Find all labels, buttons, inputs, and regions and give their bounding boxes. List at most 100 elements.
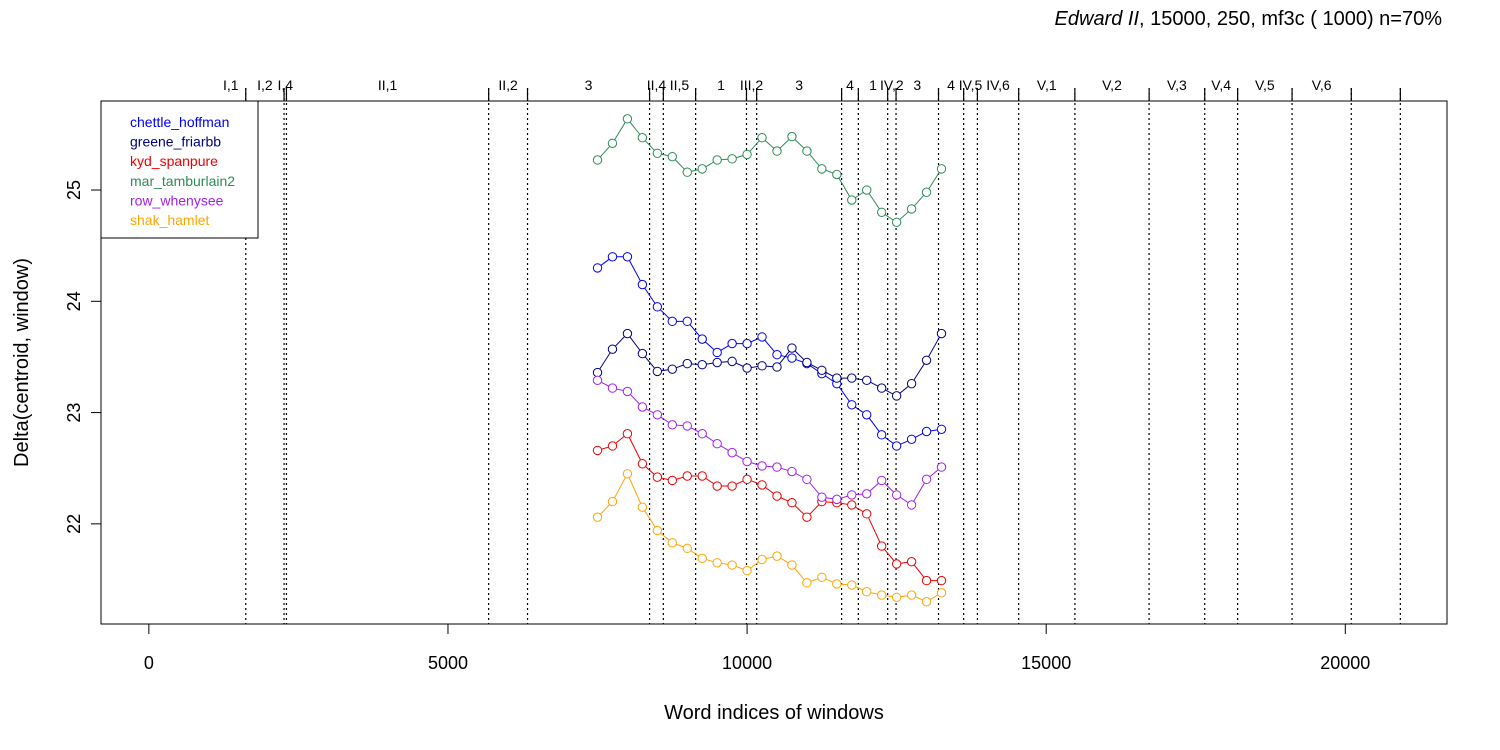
- data-point: [891, 441, 902, 451]
- data-point: [862, 185, 872, 195]
- data-point: [682, 543, 692, 554]
- data-point: [876, 430, 887, 440]
- data-point: [622, 429, 633, 439]
- title-play-name: Edward II: [1054, 8, 1140, 30]
- data-point: [607, 383, 618, 393]
- scene-label: I,2: [257, 77, 273, 93]
- data-point: [936, 575, 947, 586]
- series-line: [597, 472, 942, 603]
- data-point: [607, 441, 618, 451]
- data-point: [592, 512, 603, 522]
- data-point: [757, 554, 767, 565]
- legend-entry: row_whenysee: [130, 192, 224, 208]
- data-point: [592, 263, 603, 273]
- data-point: [817, 164, 827, 174]
- data-point: [921, 426, 932, 437]
- data-point: [906, 378, 917, 389]
- series-mar_tamburlain2: [592, 114, 947, 227]
- data-point: [727, 481, 737, 491]
- data-point: [622, 469, 633, 479]
- data-point: [802, 512, 812, 522]
- scene-boundaries: [245, 88, 1401, 624]
- data-point: [787, 498, 797, 508]
- data-point: [757, 461, 767, 471]
- data-point: [921, 187, 932, 197]
- scene-label: IV,2: [880, 77, 904, 93]
- scene-label: II,4: [647, 77, 667, 93]
- data-point: [682, 471, 692, 481]
- scene-labels: I,1 I,2 I,4 II,1 II,2 3 II,4 II,5 1 III,2 3 4 1 IV,2 3…: [223, 77, 1332, 93]
- x-tick-label: 0: [144, 653, 154, 673]
- data-point: [921, 474, 932, 485]
- x-tick-label: 5000: [428, 653, 468, 673]
- data-point: [667, 151, 678, 162]
- data-point: [712, 357, 722, 368]
- data-point: [876, 475, 887, 486]
- data-point: [876, 590, 887, 600]
- data-point: [862, 375, 872, 386]
- data-point: [817, 572, 827, 582]
- y-axis-label: Delta(centroid, window): [11, 258, 33, 467]
- data-point: [682, 358, 692, 369]
- x-tick-label: 20000: [1320, 653, 1370, 673]
- data-point: [891, 592, 902, 602]
- data-point: [936, 588, 947, 598]
- data-point: [847, 373, 857, 383]
- legend-entry: shak_hamlet: [130, 212, 209, 228]
- series-line: [597, 256, 942, 447]
- plot-frame: [100, 100, 1448, 625]
- data-point: [757, 361, 767, 371]
- data-point: [802, 146, 812, 156]
- data-point: [757, 133, 767, 143]
- data-point: [697, 471, 707, 481]
- data-point: [832, 373, 842, 383]
- scene-label: 3: [913, 77, 921, 93]
- data-point: [667, 475, 678, 486]
- legend-entry: mar_tamburlain2: [130, 173, 235, 189]
- data-point: [667, 364, 678, 374]
- data-point: [906, 500, 917, 510]
- data-point: [637, 348, 648, 359]
- data-point: [712, 558, 722, 568]
- data-point: [622, 252, 633, 262]
- data-point: [727, 154, 737, 164]
- scene-label: III,2: [740, 77, 764, 93]
- scene-label: II,1: [378, 77, 398, 93]
- data-point: [622, 328, 633, 339]
- data-point: [667, 420, 678, 430]
- data-point: [727, 338, 737, 349]
- data-point: [637, 279, 648, 290]
- legend-entry: greene_friarbb: [130, 134, 221, 150]
- data-point: [891, 490, 902, 500]
- data-point: [607, 344, 618, 354]
- data-point: [742, 474, 752, 485]
- data-point: [832, 579, 842, 589]
- scene-label: 1: [717, 77, 725, 93]
- data-point: [847, 580, 857, 590]
- data-point: [832, 169, 842, 180]
- data-point: [817, 492, 827, 502]
- data-point: [637, 502, 648, 512]
- data-point: [936, 462, 947, 472]
- scene-label: I,1: [223, 77, 239, 93]
- data-point: [742, 565, 752, 576]
- y-tick-label: 22: [64, 514, 84, 534]
- chart-title: Edward II, 15000, 250, mf3c ( 1000) n=70…: [1055, 8, 1442, 31]
- scene-label: V,2: [1102, 77, 1122, 93]
- data-point: [652, 472, 663, 482]
- data-point: [712, 439, 722, 449]
- data-point: [682, 167, 692, 177]
- legend-entry: kyd_spanpure: [130, 153, 218, 169]
- scene-label: IV,6: [986, 77, 1010, 93]
- data-point: [607, 252, 618, 262]
- data-point: [727, 356, 737, 367]
- scene-label: V,4: [1211, 77, 1231, 93]
- data-point: [592, 375, 603, 386]
- data-point: [772, 491, 782, 501]
- data-point: [622, 386, 633, 397]
- scene-label: I,4: [277, 77, 293, 93]
- data-point: [862, 587, 872, 597]
- x-axis: 0 5000 10000 15000 20000: [144, 623, 1370, 673]
- y-tick-label: 25: [64, 180, 84, 200]
- data-point: [622, 114, 633, 124]
